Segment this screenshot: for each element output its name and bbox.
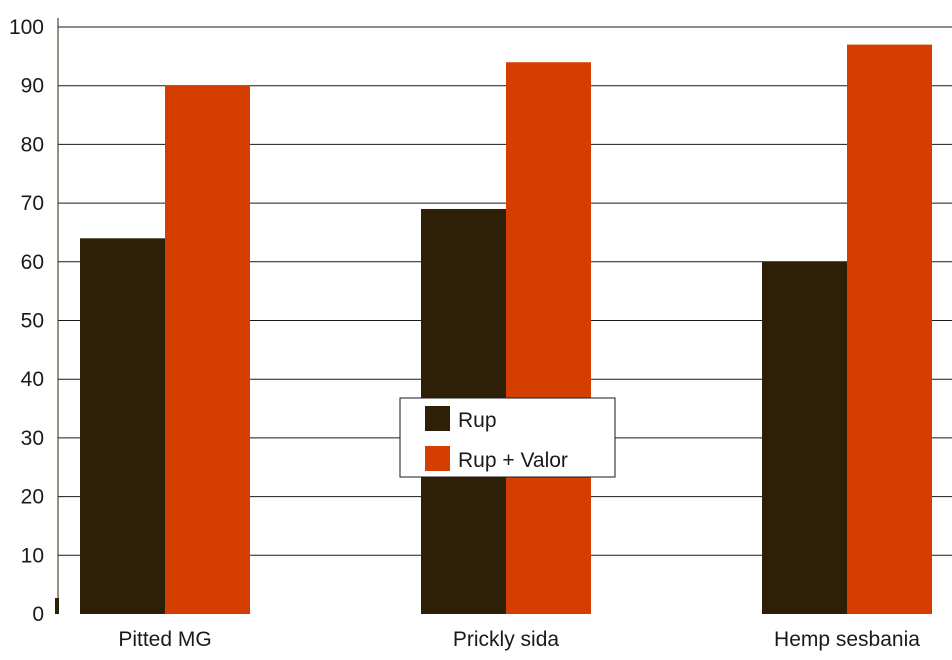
bar-rup-valor-pitted-mg (165, 85, 250, 614)
y-tick-label: 0 (32, 603, 44, 626)
y-tick-label: 10 (21, 544, 44, 567)
y-tick-label: 100 (9, 16, 44, 39)
legend-label: Rup + Valor (458, 449, 568, 472)
y-tick-label: 70 (21, 192, 44, 215)
y-axis: 0 10 20 30 40 50 60 70 80 90 100 (9, 16, 59, 626)
y-tick-label: 50 (21, 310, 44, 333)
y-tick-label: 30 (21, 427, 44, 450)
y-tick-label: 60 (21, 251, 44, 274)
legend: Rup Rup + Valor (399, 397, 616, 478)
x-category-label: Prickly sida (453, 628, 560, 651)
x-category-label: Pitted MG (118, 628, 211, 651)
bar-rup-hemp-sesbania (762, 261, 847, 614)
y-axis-base-mark (55, 598, 59, 614)
legend-label: Rup (458, 409, 497, 432)
y-tick-label: 90 (21, 75, 44, 98)
y-tick-label: 40 (21, 368, 44, 391)
x-axis: Pitted MG Prickly sida Hemp sesbania (118, 628, 920, 651)
bars (80, 44, 932, 615)
y-tick-label: 20 (21, 486, 44, 509)
y-tick-label: 80 (21, 133, 44, 156)
x-category-label: Hemp sesbania (774, 628, 920, 651)
bar-rup-valor-prickly-sida (506, 62, 591, 615)
bar-rup-pitted-mg (80, 238, 165, 614)
bar-rup-valor-hemp-sesbania (847, 44, 932, 615)
legend-swatch (425, 406, 450, 431)
legend-swatch (425, 446, 450, 471)
